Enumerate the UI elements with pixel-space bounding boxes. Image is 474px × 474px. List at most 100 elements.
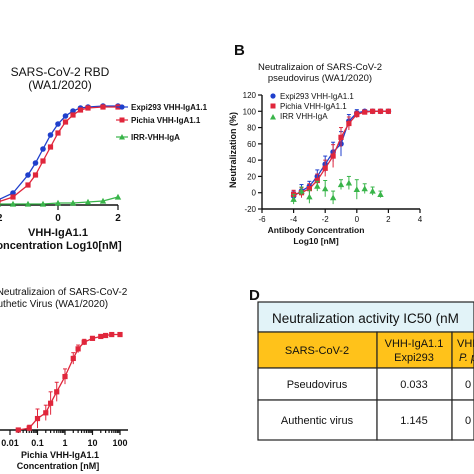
panel-a-point-expi293: [55, 121, 61, 127]
header-strain-label: SARS-CoV-2: [285, 345, 349, 357]
panel-b-x-tick-label: 4: [418, 215, 423, 224]
panel-c-point-pichia: [109, 331, 115, 338]
panel-b-point-irr: [314, 183, 321, 189]
legend-label-pichia: Pichia VHH-IgA1.1: [131, 116, 201, 125]
panel-b-point-pichia: [346, 120, 352, 127]
panel-a-point-irr: [69, 199, 77, 206]
legend-marker-b-expi293: [270, 93, 276, 99]
panel-c-marks: [15, 331, 123, 433]
panel-b-x-tick-label: -4: [290, 215, 298, 224]
panel-b-point-pichia: [314, 177, 320, 184]
legend-marker-irr: [119, 134, 125, 140]
panel-b-point-pichia: [306, 186, 312, 192]
panel-c-point-pichia: [98, 333, 104, 340]
panel-c-x-tick-label: 100: [112, 438, 127, 448]
panel-b-point-irr: [353, 186, 360, 193]
panel-a-x-label-2: Concentration Log10[nM]: [0, 240, 122, 252]
panel-c-point-pichia: [89, 335, 96, 341]
panel-c-curve-pichia: [18, 333, 120, 431]
panel-a-point-expi293: [62, 113, 69, 119]
panel-a-point-expi293: [25, 172, 31, 178]
panel-a-point-expi293: [70, 108, 76, 114]
panel-a-point-pichia: [100, 104, 106, 110]
legend-marker-b-pichia: [270, 103, 276, 109]
panel-b-y-tick-label: 100: [243, 107, 257, 116]
header-expi293-line2: Expi293: [394, 352, 434, 364]
panel-c-point-pichia: [103, 332, 109, 339]
panel-c-x-label: Pichia VHH-IgA1.1: [21, 450, 99, 460]
panel-b-subtitle: pseudovirus (WA1/2020): [268, 73, 372, 84]
legend-label-irr: IRR-VHH-IgA: [131, 133, 180, 142]
panel-a-point-pichia: [70, 112, 76, 118]
panel-b-y-tick-label: 20: [247, 172, 256, 181]
panel-b-point-pichia: [362, 109, 368, 115]
panel-c-point-pichia: [81, 339, 87, 345]
panel-a-point-pichia: [25, 182, 31, 188]
panel-b-point-pichia: [385, 108, 391, 114]
row-pseudovirus-label: Pseudovirus: [287, 379, 348, 391]
panel-a-point-irr: [0, 204, 2, 207]
panel-c-point-pichia: [26, 425, 32, 431]
panel-b-legend: Expi293 VHH-IgA1.1 Pichia VHH-IgA1.1 IRR…: [270, 92, 354, 121]
panel-a-point-irr: [84, 198, 92, 205]
legend-label-b-expi293: Expi293 VHH-IgA1.1: [280, 92, 354, 101]
panel-c-x-tick-label: 1: [62, 438, 67, 448]
panel-c-subtitle: authetic Virus (WA1/2020): [0, 299, 108, 310]
panel-b-point-irr: [361, 185, 368, 192]
panel-b-point-pichia: [338, 134, 344, 140]
panel-b-point-irr: [306, 193, 313, 200]
legend-marker-pichia: [119, 117, 125, 123]
panel-b-point-irr: [290, 196, 297, 202]
legend-label-b-irr: IRR VHH-IgA: [280, 112, 328, 121]
panel-a-point-pichia: [10, 194, 16, 200]
panel-b-point-pichia: [330, 153, 336, 159]
row-pseudovirus-pichia-value: 0: [465, 379, 471, 391]
row-pseudovirus-expi-value: 0.033: [400, 379, 428, 391]
panel-b-point-pichia: [377, 108, 384, 114]
panel-a-point-irr: [24, 200, 32, 207]
panel-b-y-tick-label: -20: [244, 205, 256, 214]
panel-a-x-tick-label: 2: [115, 213, 121, 224]
panel-a-point-irr: [9, 200, 17, 207]
panel-a-x-label: VHH-IgA1.1: [28, 227, 88, 239]
row-pseudovirus-expi-cell: [376, 367, 453, 401]
panel-b-y-tick-label: 40: [247, 156, 256, 165]
panel-a-x-tick-label: -2: [0, 213, 3, 224]
panel-a-point-pichia: [62, 119, 69, 125]
ic50-table-title: Neutralization activity IC50 (nM: [272, 311, 459, 326]
panel-b-point-pichia: [354, 111, 360, 118]
panel-a-point-pichia: [32, 172, 39, 178]
panel-b-y-tick-label: 80: [247, 124, 256, 133]
row-authentic-expi-cell: [376, 399, 453, 441]
panel-a-title: SARS-CoV-2 RBD: [11, 65, 110, 79]
panel-a-x-ticks: -2 0 2: [0, 205, 121, 224]
panel-c-point-pichia: [54, 389, 60, 395]
panel-b-point-irr: [345, 179, 353, 186]
panel-c-x-tick-label: 10: [87, 438, 97, 448]
row-authentic-pichia-cell: [451, 399, 474, 441]
panel-a-legend: Expi293 VHH-IgA1.1 Pichia VHH-IgA1.1 IRR…: [116, 103, 208, 142]
legend-marker-b-irr: [270, 114, 276, 120]
panel-a-point-expi293: [40, 146, 46, 152]
panel-a-point-irr: [99, 197, 107, 204]
header-pichia-line1: VHH: [457, 338, 474, 350]
panel-b-letter: B: [234, 42, 245, 59]
panel-c-title: Neutralizaion of SARS-CoV-2: [0, 287, 128, 298]
panel-a-point-expi293: [47, 132, 54, 138]
header-pichia-line2: P. p: [459, 352, 474, 364]
panel-b-point-irr: [298, 187, 305, 194]
panel-a: SARS-CoV-2 RBD (WA1/2020) -2 0 2 VHH-IgA1.…: [0, 65, 208, 252]
panel-b-x-tick-label: 0: [355, 215, 360, 224]
panel-a-point-pichia: [0, 199, 1, 205]
panel-b-x-label: Antibody Concentration: [268, 225, 365, 235]
panel-b-point-irr: [329, 194, 337, 201]
panel-b-y-label: Neutralization (%): [228, 112, 238, 188]
panel-b-point-pichia: [322, 165, 328, 171]
panel-a-point-irr: [114, 193, 122, 200]
header-expi293-line1: VHH-IgA1.1: [385, 338, 444, 350]
panel-b-title: Neutralizaion of SARS-CoV-2: [258, 62, 382, 73]
panel-b-point-irr: [337, 181, 345, 188]
ic50-title-cell: [257, 301, 474, 333]
